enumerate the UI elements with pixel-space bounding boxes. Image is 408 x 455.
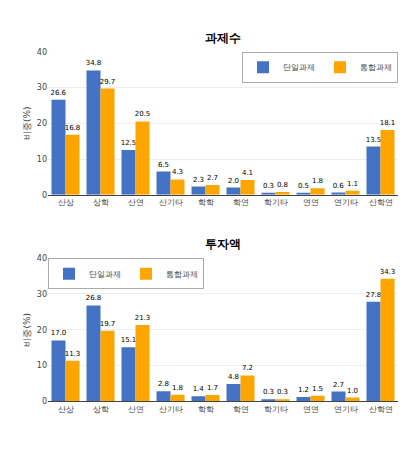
svg-text:34.3: 34.3 bbox=[380, 268, 396, 276]
svg-text:12.5: 12.5 bbox=[121, 139, 137, 147]
svg-text:산학연: 산학연 bbox=[369, 198, 393, 207]
svg-text:상학: 상학 bbox=[93, 405, 109, 414]
svg-text:산학연: 산학연 bbox=[369, 405, 393, 414]
svg-text:30: 30 bbox=[37, 290, 47, 299]
svg-text:투자액: 투자액 bbox=[205, 237, 241, 251]
svg-text:1.1: 1.1 bbox=[347, 180, 358, 188]
svg-text:4.1: 4.1 bbox=[242, 169, 253, 177]
svg-text:1.8: 1.8 bbox=[312, 177, 323, 185]
svg-text:1.5: 1.5 bbox=[312, 385, 323, 393]
svg-text:30: 30 bbox=[37, 83, 47, 92]
svg-text:1.4: 1.4 bbox=[193, 385, 205, 393]
svg-text:연연: 연연 bbox=[303, 405, 319, 414]
svg-text:27.8: 27.8 bbox=[366, 291, 382, 299]
svg-text:단일과제: 단일과제 bbox=[89, 270, 121, 279]
svg-text:15.1: 15.1 bbox=[121, 336, 137, 344]
svg-text:비중(%): 비중(%) bbox=[22, 106, 32, 140]
svg-text:연기타: 연기타 bbox=[334, 405, 358, 414]
svg-text:비중(%): 비중(%) bbox=[22, 313, 32, 347]
svg-text:40: 40 bbox=[37, 48, 47, 57]
svg-text:학연: 학연 bbox=[233, 198, 249, 207]
svg-text:학학: 학학 bbox=[198, 198, 214, 207]
svg-text:18.1: 18.1 bbox=[380, 119, 396, 127]
svg-text:1.2: 1.2 bbox=[298, 386, 309, 394]
svg-text:0: 0 bbox=[42, 397, 47, 406]
svg-text:0: 0 bbox=[42, 191, 47, 200]
svg-text:20: 20 bbox=[37, 326, 47, 335]
svg-text:산상: 산상 bbox=[58, 405, 74, 414]
svg-text:0.3: 0.3 bbox=[263, 388, 274, 396]
svg-text:20: 20 bbox=[37, 119, 47, 128]
svg-text:과제수: 과제수 bbox=[205, 31, 241, 45]
svg-text:1.8: 1.8 bbox=[172, 384, 183, 392]
svg-text:통합과제: 통합과제 bbox=[360, 63, 392, 72]
svg-text:학학: 학학 bbox=[198, 405, 214, 414]
svg-text:1.7: 1.7 bbox=[207, 384, 218, 392]
svg-text:2.7: 2.7 bbox=[207, 174, 218, 182]
svg-text:17.0: 17.0 bbox=[51, 329, 67, 337]
svg-text:2.8: 2.8 bbox=[158, 380, 169, 388]
svg-text:0.6: 0.6 bbox=[333, 182, 345, 190]
svg-text:산기타: 산기타 bbox=[159, 198, 183, 207]
svg-text:21.3: 21.3 bbox=[135, 314, 151, 322]
svg-text:산연: 산연 bbox=[128, 198, 144, 207]
svg-text:26.6: 26.6 bbox=[50, 89, 66, 97]
svg-text:0.5: 0.5 bbox=[298, 182, 309, 190]
svg-text:학연: 학연 bbox=[233, 405, 249, 414]
svg-text:7.2: 7.2 bbox=[242, 364, 253, 372]
svg-text:10: 10 bbox=[37, 361, 47, 370]
svg-text:11.3: 11.3 bbox=[65, 350, 81, 358]
svg-text:16.8: 16.8 bbox=[65, 124, 81, 132]
svg-text:학기타: 학기타 bbox=[264, 198, 288, 207]
svg-text:19.7: 19.7 bbox=[100, 320, 116, 328]
svg-text:0.3: 0.3 bbox=[263, 182, 274, 190]
svg-text:연연: 연연 bbox=[303, 198, 319, 207]
svg-text:0.8: 0.8 bbox=[277, 181, 288, 189]
svg-text:산기타: 산기타 bbox=[159, 405, 183, 414]
svg-text:29.7: 29.7 bbox=[100, 78, 116, 86]
svg-text:26.8: 26.8 bbox=[86, 294, 102, 302]
svg-text:2.3: 2.3 bbox=[193, 176, 204, 184]
svg-text:13.5: 13.5 bbox=[366, 136, 382, 144]
svg-text:10: 10 bbox=[37, 155, 47, 164]
svg-text:2.7: 2.7 bbox=[333, 381, 344, 389]
svg-text:상학: 상학 bbox=[93, 198, 109, 207]
svg-text:학기타: 학기타 bbox=[264, 405, 288, 414]
svg-text:34.8: 34.8 bbox=[86, 59, 102, 67]
svg-text:6.5: 6.5 bbox=[158, 161, 169, 169]
svg-text:0.3: 0.3 bbox=[277, 388, 288, 396]
svg-text:산상: 산상 bbox=[58, 198, 74, 207]
svg-text:단일과제: 단일과제 bbox=[283, 63, 315, 72]
svg-text:4.8: 4.8 bbox=[228, 373, 239, 381]
svg-text:통합과제: 통합과제 bbox=[166, 270, 198, 279]
svg-text:산연: 산연 bbox=[128, 405, 144, 414]
svg-text:2.0: 2.0 bbox=[228, 177, 239, 185]
svg-text:연기타: 연기타 bbox=[334, 198, 358, 207]
svg-text:4.3: 4.3 bbox=[172, 168, 183, 176]
svg-text:1.0: 1.0 bbox=[347, 387, 358, 395]
svg-text:40: 40 bbox=[37, 254, 47, 263]
svg-text:20.5: 20.5 bbox=[135, 110, 151, 118]
